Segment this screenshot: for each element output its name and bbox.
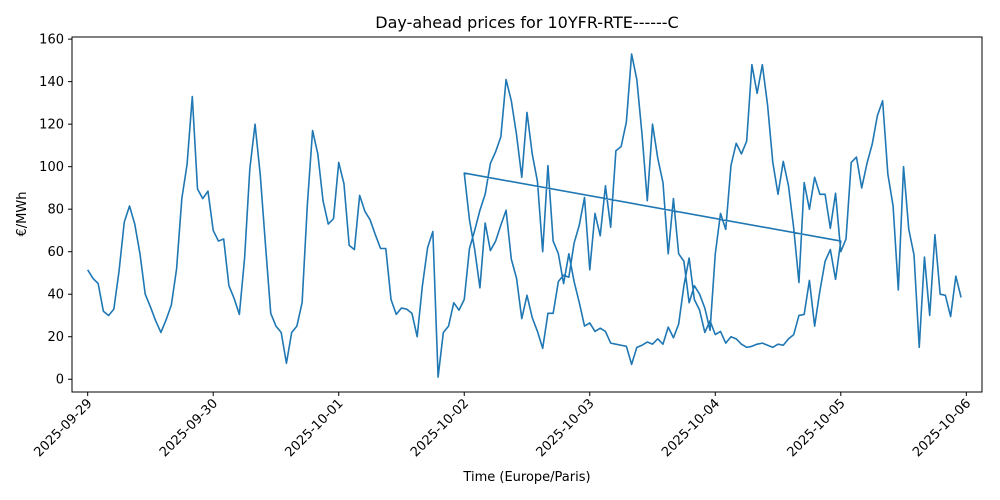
y-tick-label: 160 <box>39 33 64 48</box>
y-tick-label: 100 <box>39 160 64 175</box>
series-line-group <box>87 53 962 378</box>
y-tick-label: 80 <box>47 203 64 218</box>
y-tick-label: 60 <box>47 245 64 260</box>
y-tick-label: 120 <box>39 118 64 133</box>
y-tick-label: 0 <box>56 373 64 388</box>
y-tick-label: 140 <box>39 75 64 90</box>
y-tick-label: 20 <box>47 330 64 345</box>
series-line-0 <box>87 53 962 378</box>
chart-title: Day-ahead prices for 10YFR-RTE------C <box>375 13 678 32</box>
y-tick-label: 40 <box>47 288 64 303</box>
y-axis-label: €/MWh <box>15 192 30 237</box>
x-axis-label: Time (Europe/Paris) <box>462 470 590 485</box>
y-axis: 0 20 40 60 80 100 120 140 160 <box>39 33 72 388</box>
plot-frame <box>71 36 983 393</box>
